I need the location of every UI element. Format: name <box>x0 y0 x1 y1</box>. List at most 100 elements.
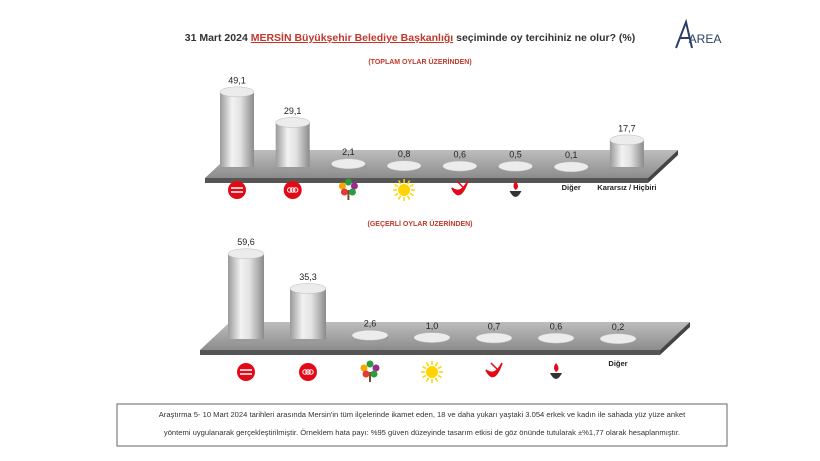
value-label: 2,6 <box>364 319 377 329</box>
logo-text: AREA <box>689 32 722 46</box>
party-logo <box>509 181 522 197</box>
logo-shape <box>397 195 402 200</box>
party-logo <box>237 363 255 381</box>
logo-shape <box>290 187 296 193</box>
party-logo <box>421 361 443 383</box>
bar-top <box>331 158 366 170</box>
logo-shape <box>409 192 415 197</box>
bar-top <box>498 160 533 172</box>
logo-shape <box>425 377 430 382</box>
bar-top <box>413 332 451 343</box>
logo-shape <box>372 364 380 372</box>
party-logo <box>338 178 358 200</box>
bar <box>275 122 310 167</box>
party-logo <box>299 363 317 381</box>
value-label: 0,8 <box>398 149 411 159</box>
logo: AREA <box>675 18 722 49</box>
bar <box>228 253 264 339</box>
bar-top <box>289 283 327 294</box>
x-tick-label: Kararsız / Hiçbiri <box>597 183 656 192</box>
party-logo <box>485 362 503 378</box>
logo-shape <box>362 370 370 378</box>
logo-shape <box>338 182 346 190</box>
logo-shape <box>451 180 469 196</box>
bar-top <box>553 161 589 173</box>
logo-shape <box>434 377 439 382</box>
value-label: 35,3 <box>299 272 317 282</box>
logo-shape <box>299 363 317 381</box>
logo-shape <box>434 362 439 367</box>
logo-shape <box>240 369 252 375</box>
logo-shape <box>437 365 442 370</box>
value-label: 0,6 <box>454 149 467 159</box>
logo-shape <box>340 188 348 196</box>
shelf-front <box>205 178 648 183</box>
logo-mark <box>675 18 693 49</box>
logo-shape <box>509 191 522 197</box>
title-part: seçiminde oy tercihiniz ne olur? (%) <box>453 32 635 44</box>
logo-shape <box>422 374 427 379</box>
logo-shape <box>422 365 427 370</box>
party-logo <box>283 181 302 199</box>
x-tick-label: Diğer <box>608 359 627 368</box>
bar-top <box>351 330 389 341</box>
bar-top <box>386 160 422 172</box>
logo-shape <box>305 369 311 375</box>
shelf-front <box>200 350 660 355</box>
bar-top <box>475 332 513 344</box>
bar-top <box>599 333 637 344</box>
logo-shape <box>287 187 293 193</box>
x-tick-label: Diğer <box>562 183 581 192</box>
value-label: 29,1 <box>284 106 302 116</box>
bar-top <box>227 248 265 260</box>
bar-top <box>442 160 478 172</box>
value-label: 0,1 <box>565 150 578 160</box>
value-label: 0,2 <box>612 322 625 332</box>
logo-shape <box>394 192 399 197</box>
logo-shape <box>550 373 562 379</box>
logo-shape <box>293 187 299 193</box>
logo-shape <box>437 374 442 379</box>
title-part: MERSİN Büyükşehir Belediye Başkanlığı <box>251 31 454 44</box>
value-label: 49,1 <box>228 75 246 85</box>
logo-shape <box>513 181 518 190</box>
logo-shape <box>394 183 399 188</box>
logo-shape <box>350 182 358 190</box>
logo-shape <box>231 187 243 193</box>
logo-shape <box>406 180 411 185</box>
footnote: yöntemi uygulanarak gerçekleştirilmiştir… <box>164 428 680 437</box>
value-label: 59,6 <box>237 237 255 247</box>
chart-title: 31 Mart 2024 MERSİN Büyükşehir Belediye … <box>185 31 636 44</box>
logo-shape <box>485 362 503 378</box>
chart-subtitle: (TOPLAM OYLAR ÜZERİNDEN) <box>368 57 471 66</box>
logo-shape <box>302 369 308 375</box>
party-logo <box>550 363 562 379</box>
value-label: 0,5 <box>509 150 522 160</box>
logo-shape <box>308 369 314 375</box>
logo-shape <box>348 188 356 196</box>
value-label: 0,6 <box>550 322 563 332</box>
logo-shape <box>409 183 415 188</box>
bar-top <box>537 332 575 344</box>
logo-shape <box>344 178 352 186</box>
value-label: 1,0 <box>426 321 439 331</box>
bar-top <box>609 134 645 146</box>
logo-shape <box>397 180 402 185</box>
bar-top <box>219 86 255 98</box>
logo-shape <box>237 363 255 381</box>
party-logo <box>451 180 469 196</box>
value-label: 17,7 <box>618 123 636 133</box>
shelf-side <box>660 322 690 355</box>
party-logo <box>393 179 416 201</box>
value-label: 0,7 <box>488 321 501 331</box>
logo-shape <box>370 370 378 378</box>
logo-shape <box>425 362 430 367</box>
chart-subtitle: (GEÇERLİ OYLAR ÜZERİNDEN) <box>368 219 473 228</box>
title-part: 31 Mart 2024 <box>185 32 251 44</box>
logo-shape <box>398 184 411 196</box>
logo-shape <box>360 364 368 372</box>
logo-shape <box>426 366 438 378</box>
shelf-top <box>205 150 678 178</box>
bar <box>220 91 254 167</box>
